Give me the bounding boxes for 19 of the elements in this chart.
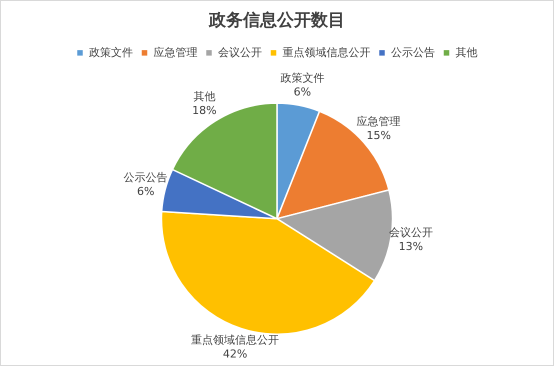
data-label: 6% <box>136 184 154 198</box>
legend-label: 公示公告 <box>391 46 435 59</box>
slice-label: 会议公开 <box>388 226 433 239</box>
slice-label: 应急管理 <box>356 114 401 128</box>
data-label: 42% <box>222 347 248 360</box>
legend-label: 重点领域信息公开 <box>282 46 370 59</box>
legend-label: 应急管理 <box>154 46 198 59</box>
legend-label: 政策文件 <box>89 46 133 59</box>
legend-label: 其他 <box>456 46 478 59</box>
data-label: 6% <box>294 85 312 98</box>
legend-label: 会议公开 <box>218 46 262 59</box>
chart-title: 政务信息公开数目 <box>208 10 345 31</box>
slice-label: 政策文件 <box>280 71 324 84</box>
slice-label: 重点领域信息公开 <box>191 333 280 346</box>
data-label: 18% <box>192 104 217 118</box>
data-label: 13% <box>398 240 424 253</box>
slice-label: 公示公告 <box>124 170 168 184</box>
data-label: 15% <box>366 128 391 142</box>
slice-label: 其他 <box>193 90 216 104</box>
